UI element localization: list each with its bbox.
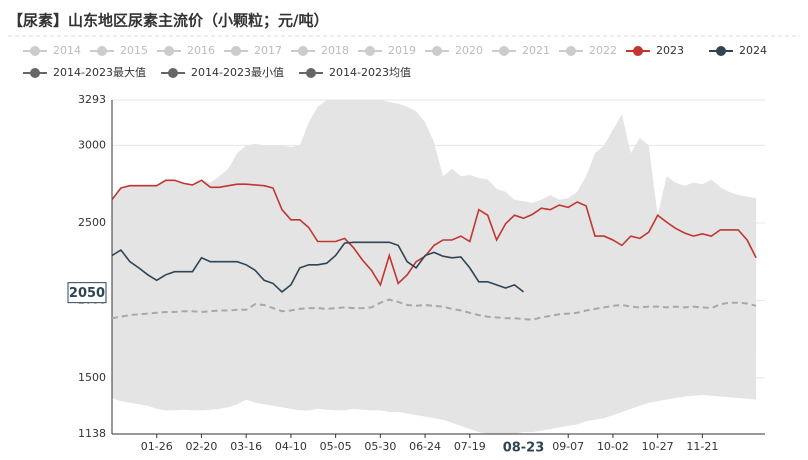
y-tick-label: 2500 bbox=[78, 216, 106, 229]
x-tick-label: 07-19 bbox=[454, 440, 486, 453]
chart-title: 【尿素】山东地区尿素主流价（小颗粒；元/吨） bbox=[8, 12, 328, 30]
x-tick-label: 10-27 bbox=[642, 440, 674, 453]
legend-label: 2018 bbox=[321, 44, 349, 57]
legend-label: 2014-2023最大值 bbox=[53, 65, 146, 79]
crosshair-y-box bbox=[67, 282, 107, 304]
y-tick-label: 3293 bbox=[78, 93, 106, 106]
series-line bbox=[111, 241, 524, 293]
band-area bbox=[112, 100, 757, 434]
y-tick-label: 3000 bbox=[78, 138, 106, 151]
legend-icon bbox=[306, 68, 316, 78]
x-tick-label: 10-02 bbox=[597, 440, 629, 453]
x-tick-label: 05-30 bbox=[364, 440, 396, 453]
y-tick-label: 1500 bbox=[78, 371, 106, 384]
legend-icon bbox=[30, 46, 40, 56]
legend-label: 2019 bbox=[388, 44, 416, 57]
legend-label: 2020 bbox=[455, 44, 483, 57]
legend-label: 2014 bbox=[53, 44, 81, 57]
band-area bbox=[112, 394, 757, 434]
x-tick-label: 02-20 bbox=[185, 440, 217, 453]
legend-label: 2024 bbox=[739, 44, 767, 57]
legend-icon bbox=[168, 68, 178, 78]
legend-icon bbox=[716, 46, 726, 56]
crosshair-x-box bbox=[500, 437, 547, 457]
legend-label: 2021 bbox=[522, 44, 550, 57]
legend-icon bbox=[633, 46, 643, 56]
legend-label: 2023 bbox=[656, 44, 684, 57]
legend-icon bbox=[164, 46, 174, 56]
x-tick-label: 06-24 bbox=[409, 440, 441, 453]
y-tick-label: 1138 bbox=[78, 427, 106, 440]
legend-icon bbox=[298, 46, 308, 56]
legend-icon bbox=[231, 46, 241, 56]
legend-label: 2014-2023最小值 bbox=[191, 66, 284, 79]
legend-label: 2017 bbox=[254, 44, 282, 57]
legend-icon bbox=[432, 46, 442, 56]
legend-icon bbox=[566, 46, 576, 56]
legend-label: 2022 bbox=[589, 44, 617, 57]
average-line bbox=[111, 298, 757, 321]
legend-label: 2016 bbox=[187, 44, 215, 57]
legend-icon bbox=[365, 46, 375, 56]
legend-icon bbox=[97, 46, 107, 56]
x-tick-label: 11-21 bbox=[686, 440, 718, 453]
legend-icon bbox=[499, 46, 509, 56]
crosshair-x-label: 08-23 bbox=[503, 441, 545, 456]
x-tick-label: 01-26 bbox=[141, 440, 173, 453]
x-tick-label: 03-16 bbox=[230, 440, 262, 453]
legend-icon bbox=[30, 68, 40, 78]
series-line bbox=[111, 179, 757, 287]
x-tick-label: 09-07 bbox=[552, 440, 584, 453]
legend-label: 2014-2023均值 bbox=[329, 66, 411, 79]
x-tick-label: 04-10 bbox=[275, 440, 307, 453]
legend-label: 2015 bbox=[120, 44, 148, 57]
crosshair-y-label: 2050 bbox=[69, 286, 105, 301]
x-tick-label: 05-05 bbox=[320, 440, 352, 453]
